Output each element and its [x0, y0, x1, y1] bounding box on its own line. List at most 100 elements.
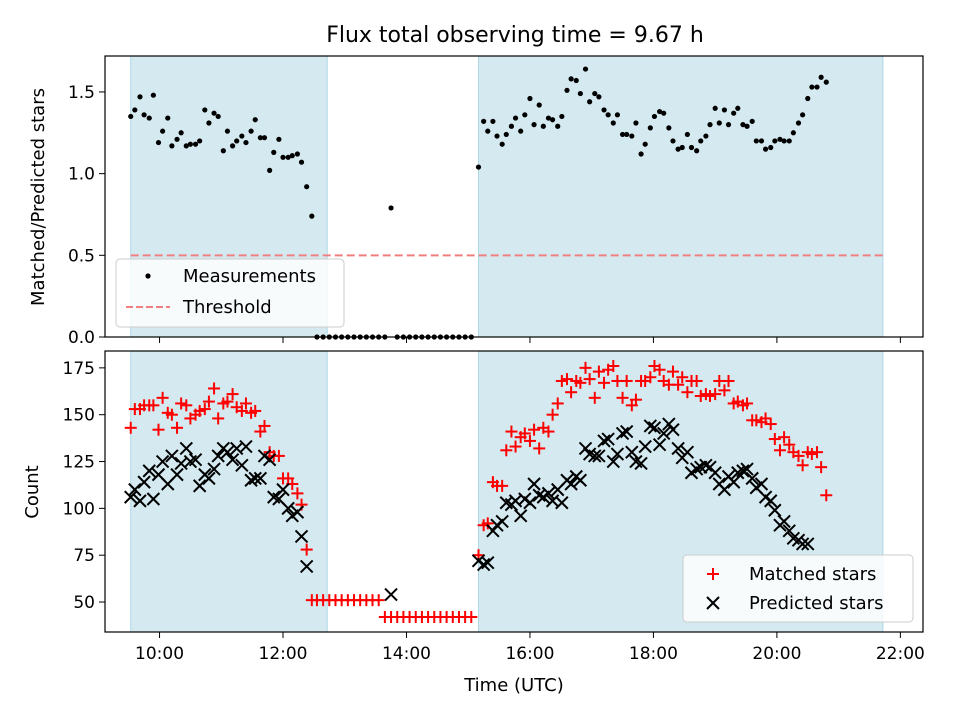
measurement-point	[257, 135, 263, 141]
predicted-star-point	[573, 473, 588, 487]
matched-star-point	[208, 382, 221, 395]
measurement-point	[661, 110, 667, 116]
y-tick-label: 75	[73, 546, 95, 566]
y-tick-label: 150	[63, 406, 95, 426]
predicted-star-point	[253, 471, 268, 486]
measurement-point	[744, 123, 750, 129]
matched-star-point	[815, 461, 828, 474]
matched-star-point	[579, 361, 592, 374]
top-panel-ratio: 0.0 0.5 1.0 1.5 Matched/Predicted stars Mea…	[28, 55, 924, 348]
predicted-star-point	[754, 477, 769, 491]
measurement-point	[818, 74, 824, 80]
bottom-y-axis-label: Count	[22, 465, 43, 518]
matched-star-point	[481, 517, 494, 530]
matched-star-point	[629, 393, 642, 406]
chart-title: Flux total observing time = 9.67 h	[326, 23, 704, 48]
measurement-point	[183, 143, 189, 149]
matched-star-point	[620, 374, 633, 387]
matched-star-point	[592, 365, 605, 378]
predicted-star-point	[142, 464, 156, 478]
measurement-point	[587, 99, 593, 105]
measurement-point	[814, 84, 820, 90]
matched-star-point	[171, 421, 184, 434]
measurement-point	[202, 107, 208, 113]
measurement-point	[475, 164, 482, 170]
measurement-point	[239, 133, 245, 139]
matched-star-point	[681, 386, 694, 399]
measurement-point	[155, 139, 162, 146]
measurement-point	[592, 90, 598, 97]
x-tick-label: 10:00	[135, 644, 184, 664]
measurement-point	[197, 138, 203, 144]
measurement-point	[577, 90, 583, 97]
measurement-point	[786, 138, 792, 144]
top-legend: Measurements Threshold	[115, 258, 345, 328]
predicted-star-point	[671, 441, 685, 456]
legend-matched-label: Matched stars	[749, 564, 876, 585]
measurement-point	[549, 117, 556, 123]
matched-star-point	[500, 444, 513, 457]
measurement-point	[485, 128, 491, 134]
measurement-point	[712, 105, 718, 111]
measurement-point	[271, 149, 277, 155]
matched-star-point	[555, 374, 568, 387]
matched-star-point	[750, 414, 763, 427]
predicted-star-point	[745, 471, 759, 486]
bottom-panel-counts: 50 75 100 125 150 175 10:00 12:00 14:00 16:00 18:0…	[22, 350, 925, 696]
legend-matched-marker	[707, 568, 719, 580]
measurement-point	[809, 84, 815, 90]
matched-star-point	[565, 386, 578, 399]
measurement-point	[725, 122, 732, 128]
predicted-star-point	[128, 482, 142, 497]
measurement-point	[146, 115, 152, 121]
matched-star-point	[505, 425, 518, 438]
matched-star-point	[704, 389, 717, 402]
predicted-star-point	[481, 555, 495, 570]
matched-star-point	[212, 412, 225, 425]
predicted-star-point	[564, 477, 578, 491]
measurement-point	[298, 159, 305, 165]
measurement-point	[309, 213, 315, 219]
measurement-point	[276, 136, 282, 142]
matched-star-point	[124, 421, 137, 434]
measurement-point	[540, 123, 546, 129]
predicted-star-point	[281, 501, 295, 516]
matched-star-point	[165, 408, 178, 421]
measurement-point	[128, 113, 134, 120]
y-tick-label: 125	[63, 453, 95, 473]
measurement-point	[684, 131, 690, 138]
predicted-star-point	[299, 559, 314, 574]
predicted-star-point	[124, 490, 138, 504]
predicted-star-point	[768, 503, 782, 517]
predicted-star-point	[133, 494, 147, 508]
measurement-point	[698, 138, 704, 144]
measurement-point	[285, 154, 291, 160]
matched-star-point	[198, 403, 211, 416]
matched-star-point	[764, 418, 777, 431]
y-tick-label: 50	[73, 593, 95, 613]
predicted-star-point	[513, 509, 528, 523]
matched-star-point	[152, 423, 165, 436]
measurement-point	[388, 205, 394, 211]
bottom-axes-ticks: 50 75 100 125 150 175 10:00 12:00 14:00 16:00 18:0…	[63, 359, 925, 664]
predicted-star-point	[476, 557, 491, 572]
measurement-point	[141, 112, 147, 118]
shaded-interval	[478, 55, 884, 338]
matched-star-point	[607, 359, 620, 372]
y-tick-label: 1.0	[68, 165, 95, 185]
measurement-point	[512, 115, 519, 121]
predicted-star-point	[523, 496, 537, 510]
measurement-point	[304, 184, 310, 190]
predicted-star-point	[276, 482, 290, 497]
predicted-star-point	[801, 537, 815, 551]
measurement-point	[666, 125, 672, 131]
measurement-point	[150, 92, 156, 98]
y-tick-label: 0.5	[68, 246, 95, 266]
matched-star-point	[496, 479, 509, 492]
matched-star-point	[546, 408, 559, 421]
matched-star-point	[583, 373, 596, 386]
matched-star-point	[644, 371, 657, 384]
matched-star-point	[518, 427, 531, 440]
predicted-star-point	[619, 424, 634, 439]
measurement-point	[638, 151, 644, 157]
